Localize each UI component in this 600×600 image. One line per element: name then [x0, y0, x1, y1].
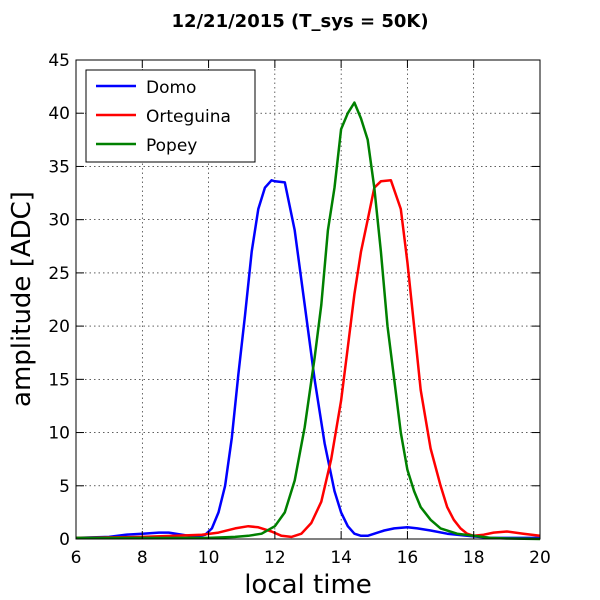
y-tick-label: 10	[48, 424, 70, 444]
x-tick-label: 16	[397, 548, 419, 568]
legend-label-domo: Domo	[146, 78, 196, 98]
y-tick-label: 20	[48, 317, 70, 337]
legend: Domo Orteguina Popey	[85, 69, 256, 163]
x-tick-label: 12	[264, 548, 286, 568]
x-tick-label: 10	[198, 548, 220, 568]
legend-label-orteguina: Orteguina	[146, 107, 231, 127]
x-axis-label: local time	[244, 570, 372, 600]
series-line-domo	[75, 179, 540, 540]
x-tick-label: 8	[137, 548, 148, 568]
chart-title: 12/21/2015 (T_sys = 50K)	[171, 11, 428, 32]
series-line-popey	[76, 101, 541, 541]
y-tick-label: 25	[48, 264, 70, 284]
y-tick-label: 45	[48, 51, 70, 71]
axis-ticks: 6 8 10 12 14 16 18 20 0 5 10 15 20 25 30 35 40 45	[48, 51, 550, 568]
y-tick-label: 30	[48, 211, 70, 231]
y-tick-label: 40	[48, 104, 70, 124]
series-line-orteguina	[75, 179, 541, 540]
plot-frame	[75, 59, 541, 540]
x-tick-label: 20	[529, 548, 551, 568]
legend-label-popey: Popey	[146, 136, 197, 156]
y-tick-label: 35	[48, 157, 70, 177]
y-tick-label: 5	[59, 477, 70, 497]
x-tick-label: 6	[71, 548, 82, 568]
y-tick-label: 0	[59, 530, 70, 550]
x-tick-label: 14	[330, 548, 352, 568]
x-tick-label: 18	[463, 548, 485, 568]
y-axis-label: amplitude [ADC]	[7, 191, 37, 407]
series-lines	[75, 101, 541, 541]
y-tick-label: 15	[48, 370, 70, 390]
